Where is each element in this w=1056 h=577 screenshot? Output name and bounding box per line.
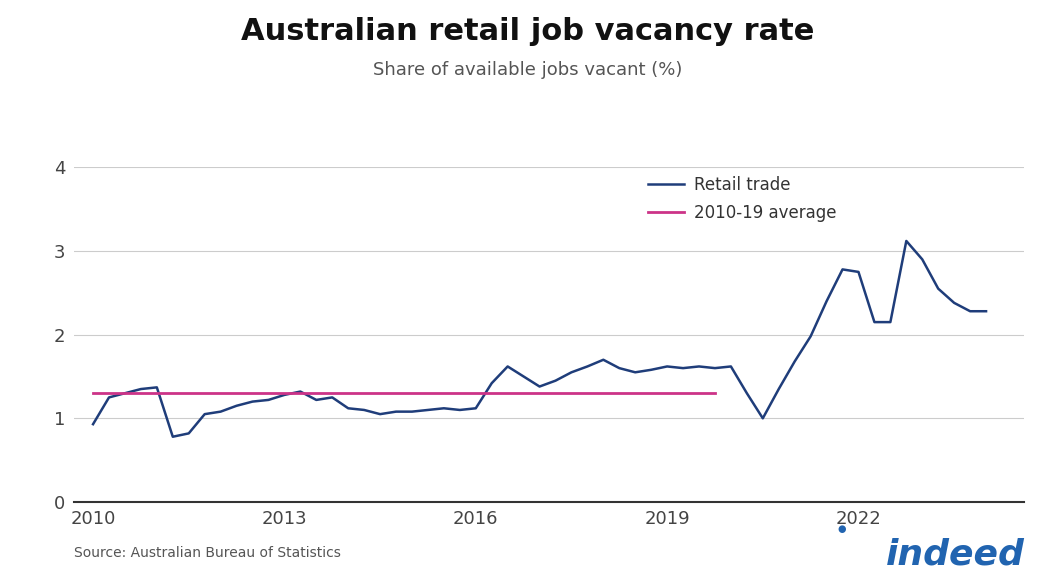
Text: indeed: indeed — [885, 537, 1024, 571]
Text: Share of available jobs vacant (%): Share of available jobs vacant (%) — [374, 61, 682, 78]
Text: Source: Australian Bureau of Statistics: Source: Australian Bureau of Statistics — [74, 546, 341, 560]
Text: ●: ● — [837, 524, 846, 534]
Legend: Retail trade, 2010-19 average: Retail trade, 2010-19 average — [647, 175, 837, 222]
Text: Australian retail job vacancy rate: Australian retail job vacancy rate — [242, 17, 814, 46]
